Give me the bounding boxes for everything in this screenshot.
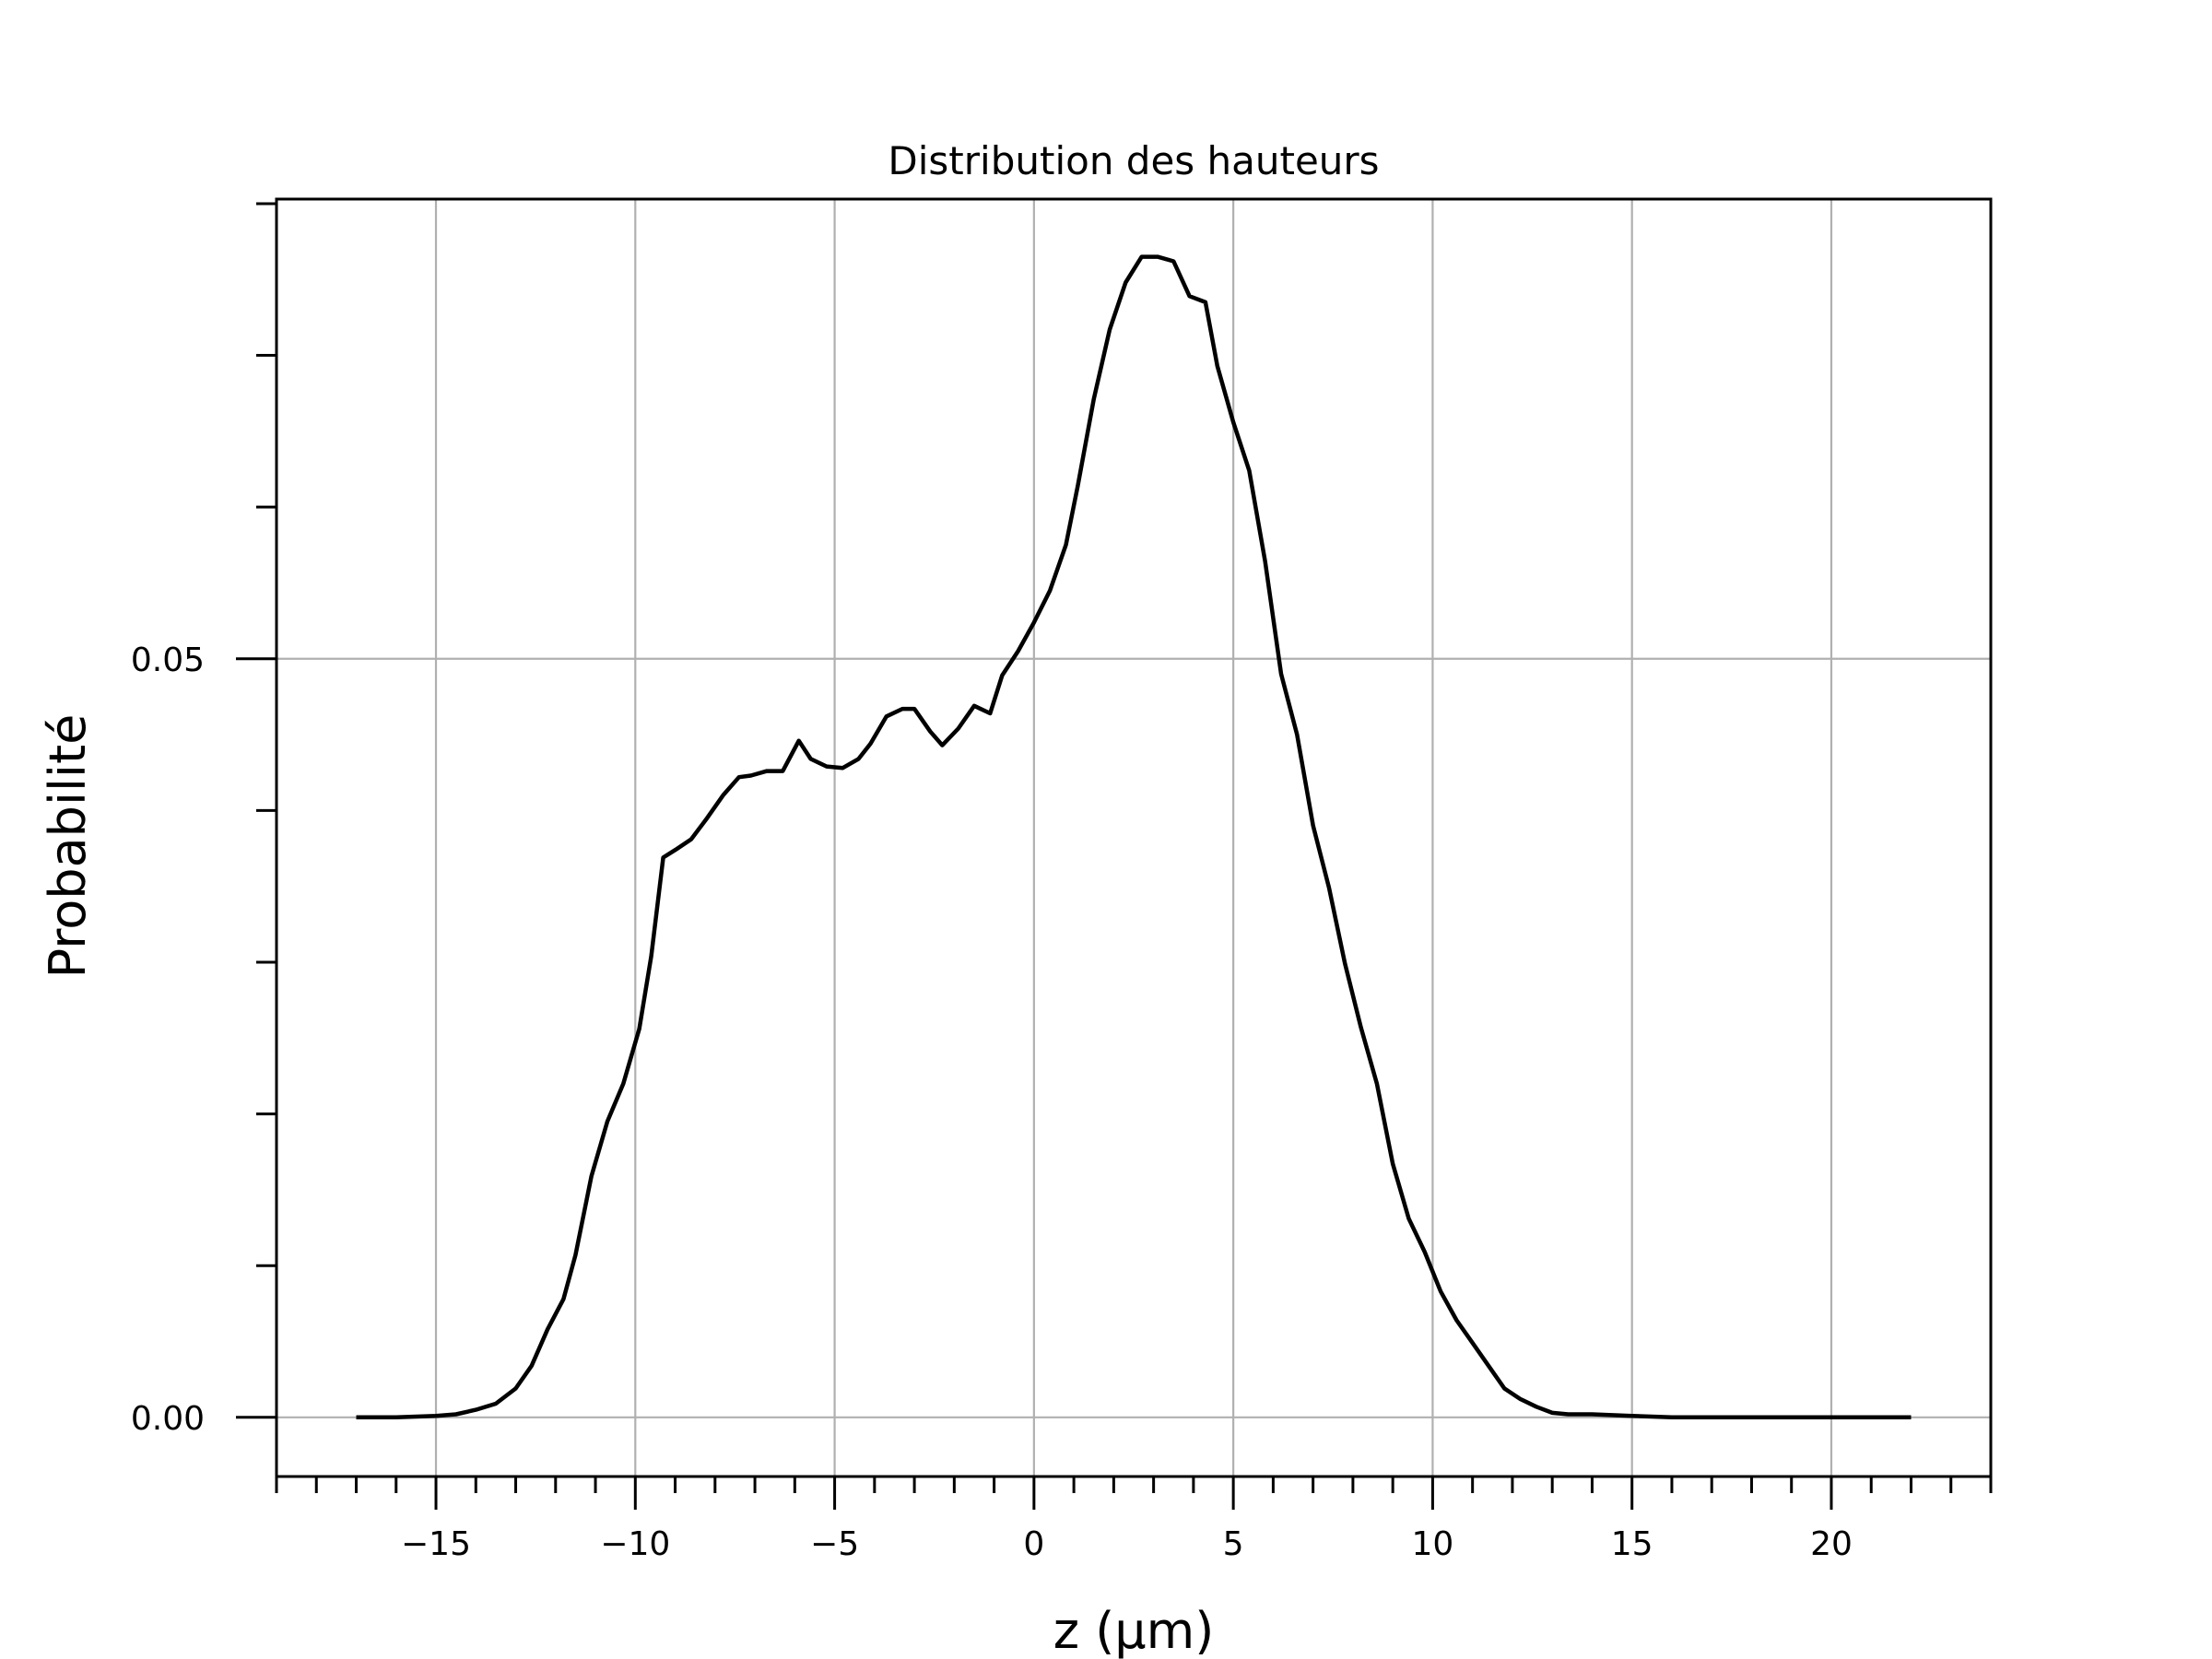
series-line: [356, 254, 1912, 1420]
x-tick-label: 0: [1023, 1525, 1044, 1563]
x-tick-label: −10: [600, 1525, 670, 1563]
y-tick-label: 0.00: [131, 1400, 205, 1438]
series-layer: [356, 254, 1912, 1420]
chart-title: Distribution des hauteurs: [888, 138, 1379, 183]
x-axis-title: z (µm): [1053, 1602, 1215, 1659]
x-tick-label: −15: [401, 1525, 471, 1563]
x-tick-label: −5: [810, 1525, 859, 1563]
ticks-layer: −15 −10 −5 0 5 10 15 20 0.00 0.05: [131, 202, 1993, 1563]
plot-frame: [275, 197, 1993, 1478]
y-axis-title: Probabilité: [39, 714, 97, 979]
x-tick-label: 20: [1810, 1525, 1853, 1563]
x-tick-label: 5: [1223, 1525, 1244, 1563]
y-tick-label: 0.05: [131, 641, 205, 679]
x-tick-label: 10: [1412, 1525, 1454, 1563]
x-tick-label: 15: [1611, 1525, 1653, 1563]
